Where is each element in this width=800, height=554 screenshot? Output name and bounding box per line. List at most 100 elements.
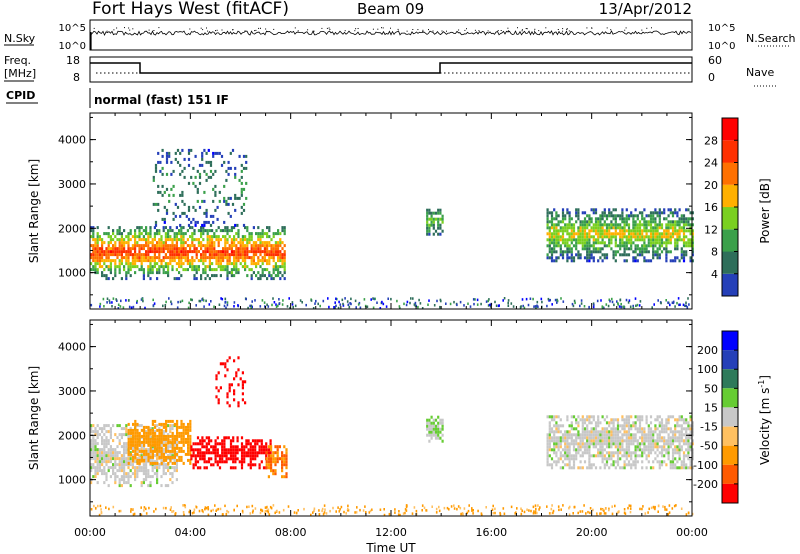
power-cell: [244, 238, 247, 242]
power-cell: [105, 250, 108, 254]
power-cell: [261, 229, 264, 233]
velocity-cell: [178, 455, 181, 459]
power-cell: [159, 160, 162, 164]
power-cell: [440, 299, 442, 303]
velocity-cell: [187, 425, 190, 429]
velocity-cell: [625, 457, 628, 461]
power-cell: [586, 250, 589, 254]
velocity-cell: [678, 433, 681, 437]
power-cell: [570, 250, 573, 254]
power-cell: [165, 154, 169, 158]
power-cell: [546, 223, 549, 227]
velocity-cell: [657, 510, 659, 513]
power-cell: [608, 244, 611, 248]
velocity-cell: [171, 481, 174, 485]
velocity-cell: [236, 439, 239, 443]
velocity-cell: [634, 460, 637, 464]
velocity-cell: [627, 439, 631, 443]
velocity-cell: [238, 460, 241, 464]
power-cell: [314, 302, 316, 305]
power-cell: [426, 217, 429, 221]
power-cell: [158, 268, 161, 272]
power-cell: [557, 235, 560, 239]
power-cell: [203, 223, 206, 227]
velocity-cell: [187, 452, 190, 456]
velocity-cell: [388, 512, 391, 516]
power-cell: [507, 304, 510, 307]
velocity-cell: [237, 401, 240, 405]
velocity-cell: [667, 448, 670, 452]
power-cell: [561, 226, 565, 230]
velocity-cell: [107, 484, 110, 488]
power-cell: [218, 303, 221, 306]
power-cell: [281, 303, 284, 306]
velocity-cell: [665, 427, 668, 431]
power-cell: [579, 232, 582, 236]
power-cell: [101, 256, 104, 260]
velocity-cell: [559, 424, 562, 428]
velocity-cell: [281, 475, 284, 479]
power-cell: [676, 244, 679, 248]
velocity-cell: [224, 362, 227, 366]
velocity-cell: [676, 430, 679, 434]
power-cell: [92, 259, 95, 263]
power-cell: [274, 244, 277, 248]
power-cell: [244, 268, 247, 272]
velocity-cell: [218, 454, 222, 458]
velocity-cell: [140, 506, 142, 509]
velocity-cell: [632, 451, 635, 455]
velocity-cell: [601, 448, 604, 452]
velocity-cell: [428, 433, 431, 437]
velocity-cell: [625, 433, 628, 437]
power-cell: [174, 202, 177, 206]
power-cell: [656, 250, 659, 254]
power-cell: [167, 250, 170, 254]
velocity-cell: [138, 466, 141, 470]
power-cell: [194, 184, 197, 188]
nsky-sample: [200, 27, 202, 29]
power-cell: [180, 265, 183, 269]
power-cell: [171, 265, 174, 269]
velocity-cell: [210, 445, 213, 449]
velocity-cell: [676, 436, 679, 440]
velocity-cell: [162, 433, 165, 437]
velocity-cell: [225, 448, 228, 452]
velocity-cell: [178, 431, 181, 435]
velocity-cell: [612, 418, 615, 422]
velocity-cell: [162, 452, 165, 456]
power-cell: [619, 226, 622, 230]
velocity-cell: [682, 439, 686, 443]
power-cell: [171, 238, 174, 242]
power-cell: [669, 250, 672, 254]
power-cell: [107, 256, 110, 260]
velocity-cell: [682, 442, 686, 446]
velocity-cell: [112, 454, 115, 458]
power-cell: [557, 241, 560, 245]
velocity-cell: [248, 505, 250, 508]
velocity-cell: [221, 442, 224, 446]
velocity-cell: [285, 454, 288, 458]
velocity-cell: [205, 451, 208, 455]
velocity-cell: [147, 455, 150, 459]
velocity-cell: [254, 442, 257, 446]
power-cell: [599, 247, 602, 251]
power-cell: [685, 223, 688, 227]
power-cell: [634, 259, 637, 263]
velocity-cell: [221, 454, 224, 458]
velocity-colorbar-label: -50: [700, 440, 718, 453]
velocity-cell: [171, 449, 174, 453]
power-cell: [156, 241, 159, 245]
power-cell: [101, 271, 104, 275]
velocity-cell: [254, 445, 257, 449]
power-cell: [645, 259, 648, 263]
time-x-axis: 00:00 04:00 08:00 12:00 16:00 20:00 00:00: [74, 113, 708, 539]
velocity-cell: [267, 466, 270, 470]
power-cell: [187, 157, 191, 161]
velocity-cell: [187, 422, 190, 426]
power-cell: [174, 151, 177, 155]
velocity-cell: [251, 511, 254, 514]
power-cell: [619, 229, 622, 233]
power-cell: [169, 235, 172, 239]
power-cell: [553, 247, 556, 251]
power-cell: [261, 244, 264, 248]
